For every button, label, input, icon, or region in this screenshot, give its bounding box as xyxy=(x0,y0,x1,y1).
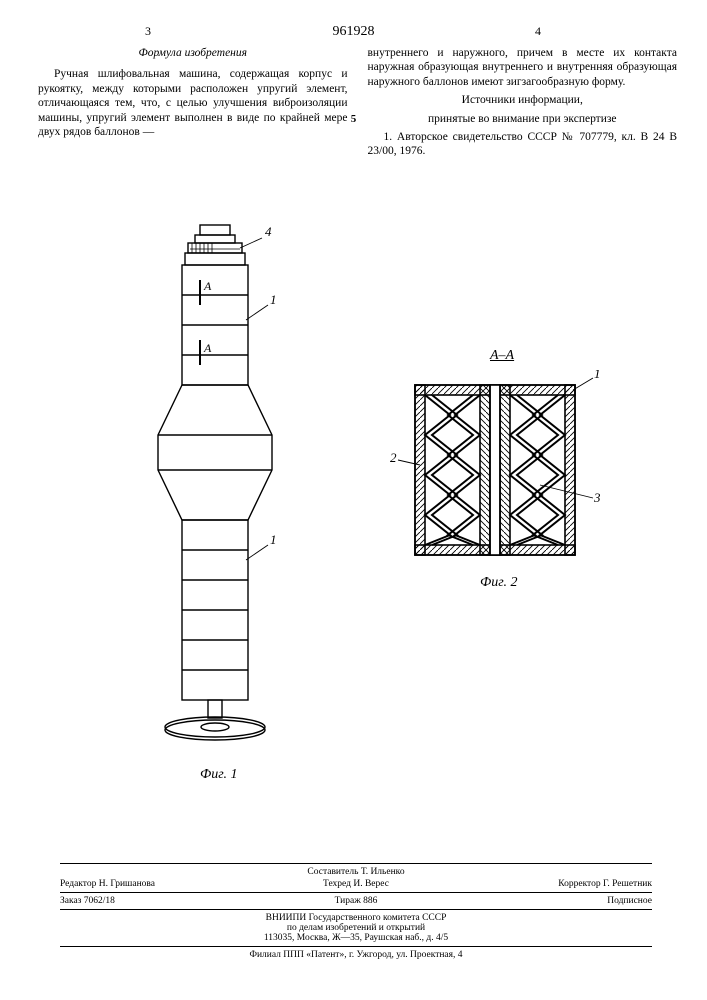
sources-sub: принятые во внимание при экспертизе xyxy=(368,112,678,126)
figure-2: 1 2 3 xyxy=(390,370,600,570)
order-label: Заказ xyxy=(60,896,81,906)
svg-text:А: А xyxy=(203,341,212,355)
svg-text:2: 2 xyxy=(390,450,397,465)
footer: Составитель Т. Ильенко Редактор Н. Гриша… xyxy=(60,860,652,960)
svg-text:1: 1 xyxy=(594,370,600,381)
svg-text:А: А xyxy=(203,279,212,293)
corrector: Г. Решетник xyxy=(603,879,652,889)
editor-label: Редактор xyxy=(60,879,96,889)
svg-text:1: 1 xyxy=(270,292,277,307)
right-body1: внутреннего и наружного, причем в месте … xyxy=(368,46,678,89)
section-label: А–А xyxy=(490,348,514,364)
figures-area: 4 1 1 А А Фиг. 1 А–А xyxy=(0,220,707,840)
compiler: Т. Ильенко xyxy=(361,867,405,877)
right-column: внутреннего и наружного, причем в месте … xyxy=(368,46,678,163)
org2: по делам изобретений и открытий xyxy=(60,923,652,933)
doc-number: 961928 xyxy=(333,24,375,40)
svg-text:4: 4 xyxy=(265,224,272,239)
print-label: Тираж xyxy=(335,896,361,906)
org1: ВНИИПИ Государственного комитета СССР xyxy=(60,913,652,923)
text-columns: Формула изобретения Ручная шлифовальная … xyxy=(38,46,677,163)
claims-title: Формула изобретения xyxy=(38,46,348,60)
fig2-label: Фиг. 2 xyxy=(480,575,518,591)
margin-marker-5: 5 xyxy=(351,113,357,125)
claims-body: Ручная шлифовальная машина, содержащая к… xyxy=(38,67,348,139)
addr2: Филиал ППП «Патент», г. Ужгород, ул. Про… xyxy=(60,950,652,960)
order: 7062/18 xyxy=(84,896,115,906)
sub: Подписное xyxy=(455,896,652,906)
fig1-label: Фиг. 1 xyxy=(200,767,238,783)
svg-text:3: 3 xyxy=(593,490,600,505)
corrector-label: Корректор xyxy=(558,879,600,889)
sources-head: Источники информации, xyxy=(368,93,678,107)
tech-label: Техред xyxy=(323,879,351,889)
source-1: 1. Авторское свидетельство СССР № 707779… xyxy=(368,130,678,159)
left-column: Формула изобретения Ручная шлифовальная … xyxy=(38,46,348,163)
compiler-label: Составитель xyxy=(307,867,358,877)
print: 886 xyxy=(363,896,377,906)
col-num-left: 3 xyxy=(145,24,151,39)
col-num-right: 4 xyxy=(535,24,541,39)
editor: Н. Гришанова xyxy=(99,879,155,889)
svg-text:1: 1 xyxy=(270,532,277,547)
figure-1: 4 1 1 А А xyxy=(140,220,290,760)
tech: И. Верес xyxy=(353,879,389,889)
addr1: 113035, Москва, Ж—35, Раушская наб., д. … xyxy=(60,933,652,943)
